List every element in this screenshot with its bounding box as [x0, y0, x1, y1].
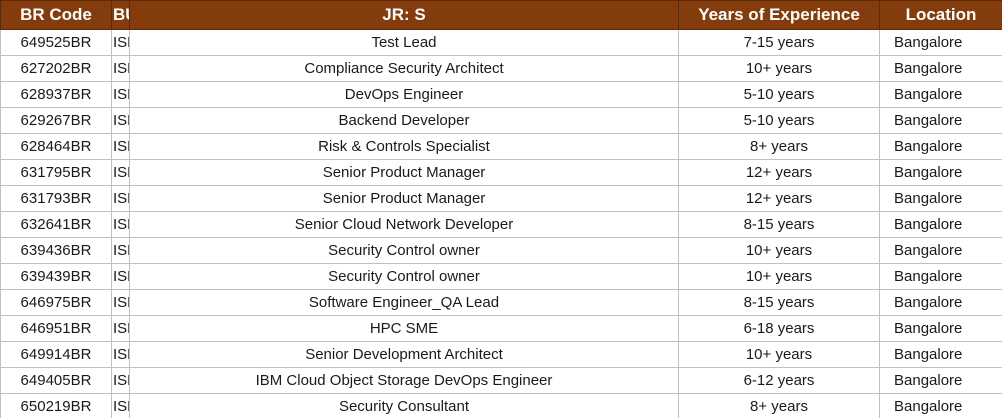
location-cell[interactable]: Bangalore — [879, 289, 1002, 316]
job-role-cell[interactable]: Security Control owner — [129, 263, 679, 290]
experience-cell[interactable]: 10+ years — [678, 55, 880, 82]
table-row: 632641BRISLSenior Cloud Network Develope… — [0, 211, 1002, 238]
job-role-cell[interactable]: Senior Product Manager — [129, 159, 679, 186]
location-cell[interactable]: Bangalore — [879, 185, 1002, 212]
table-row: 649914BRISLSenior Development Architect1… — [0, 341, 1002, 368]
experience-cell[interactable]: 8+ years — [678, 133, 880, 160]
br-code-cell[interactable]: 628937BR — [0, 81, 112, 108]
job-role-cell[interactable]: Senior Cloud Network Developer — [129, 211, 679, 238]
bu-cell[interactable]: ISL — [111, 341, 130, 368]
column-header-jr[interactable]: JR: S — [129, 0, 679, 30]
bu-cell[interactable]: ISL — [111, 315, 130, 342]
experience-cell[interactable]: 5-10 years — [678, 107, 880, 134]
location-cell[interactable]: Bangalore — [879, 81, 1002, 108]
job-role-cell[interactable]: DevOps Engineer — [129, 81, 679, 108]
experience-cell[interactable]: 10+ years — [678, 237, 880, 264]
br-code-cell[interactable]: 627202BR — [0, 55, 112, 82]
bu-cell[interactable]: ISL — [111, 211, 130, 238]
job-role-cell[interactable]: Compliance Security Architect — [129, 55, 679, 82]
column-header-location[interactable]: Location — [879, 0, 1002, 30]
bu-cell[interactable]: ISL — [111, 237, 130, 264]
bu-cell[interactable]: ISL — [111, 289, 130, 316]
location-cell[interactable]: Bangalore — [879, 133, 1002, 160]
location-cell[interactable]: Bangalore — [879, 107, 1002, 134]
table-row: 627202BRISLCompliance Security Architect… — [0, 55, 1002, 82]
job-role-cell[interactable]: Senior Development Architect — [129, 341, 679, 368]
br-code-cell[interactable]: 639439BR — [0, 263, 112, 290]
bu-cell[interactable]: ISL — [111, 367, 130, 394]
location-cell[interactable]: Bangalore — [879, 211, 1002, 238]
experience-cell[interactable]: 8-15 years — [678, 211, 880, 238]
experience-cell[interactable]: 12+ years — [678, 185, 880, 212]
column-header-br-code[interactable]: BR Code — [0, 0, 112, 30]
location-cell[interactable]: Bangalore — [879, 159, 1002, 186]
br-code-cell[interactable]: 649405BR — [0, 367, 112, 394]
br-code-cell[interactable]: 639436BR — [0, 237, 112, 264]
bu-cell[interactable]: ISL — [111, 185, 130, 212]
location-cell[interactable]: Bangalore — [879, 29, 1002, 56]
location-cell[interactable]: Bangalore — [879, 315, 1002, 342]
br-code-cell[interactable]: 646975BR — [0, 289, 112, 316]
bu-cell[interactable]: ISL — [111, 29, 130, 56]
bu-cell[interactable]: ISL — [111, 107, 130, 134]
br-code-cell[interactable]: 649525BR — [0, 29, 112, 56]
bu-cell[interactable]: ISL — [111, 159, 130, 186]
experience-cell[interactable]: 7-15 years — [678, 29, 880, 56]
job-role-cell[interactable]: Test Lead — [129, 29, 679, 56]
bu-cell[interactable]: ISL — [111, 55, 130, 82]
job-role-cell[interactable]: IBM Cloud Object Storage DevOps Engineer — [129, 367, 679, 394]
bu-cell[interactable]: ISL — [111, 263, 130, 290]
experience-cell[interactable]: 10+ years — [678, 341, 880, 368]
job-role-cell[interactable]: Senior Product Manager — [129, 185, 679, 212]
br-code-cell[interactable]: 631795BR — [0, 159, 112, 186]
br-code-cell[interactable]: 649914BR — [0, 341, 112, 368]
experience-cell[interactable]: 5-10 years — [678, 81, 880, 108]
experience-cell[interactable]: 12+ years — [678, 159, 880, 186]
br-code-cell[interactable]: 650219BR — [0, 393, 112, 418]
column-header-bu[interactable]: BU — [111, 0, 130, 30]
experience-cell[interactable]: 6-18 years — [678, 315, 880, 342]
location-cell[interactable]: Bangalore — [879, 263, 1002, 290]
bu-cell[interactable]: ISL — [111, 393, 130, 418]
br-code-cell[interactable]: 646951BR — [0, 315, 112, 342]
experience-cell[interactable]: 10+ years — [678, 263, 880, 290]
job-role-cell[interactable]: Security Consultant — [129, 393, 679, 418]
br-code-cell[interactable]: 632641BR — [0, 211, 112, 238]
experience-cell[interactable]: 6-12 years — [678, 367, 880, 394]
table-row: 649405BRISLIBM Cloud Object Storage DevO… — [0, 367, 1002, 394]
bu-cell[interactable]: ISL — [111, 133, 130, 160]
location-cell[interactable]: Bangalore — [879, 237, 1002, 264]
location-cell[interactable]: Bangalore — [879, 367, 1002, 394]
job-role-cell[interactable]: Risk & Controls Specialist — [129, 133, 679, 160]
column-header-years-of-experience[interactable]: Years of Experience — [678, 0, 880, 30]
job-role-cell[interactable]: Backend Developer — [129, 107, 679, 134]
br-code-cell[interactable]: 629267BR — [0, 107, 112, 134]
table-row: 628464BRISLRisk & Controls Specialist8+ … — [0, 133, 1002, 160]
location-cell[interactable]: Bangalore — [879, 393, 1002, 418]
location-cell[interactable]: Bangalore — [879, 55, 1002, 82]
bu-cell[interactable]: ISL — [111, 81, 130, 108]
job-role-cell[interactable]: Security Control owner — [129, 237, 679, 264]
br-code-cell[interactable]: 631793BR — [0, 185, 112, 212]
job-role-cell[interactable]: HPC SME — [129, 315, 679, 342]
br-code-cell[interactable]: 628464BR — [0, 133, 112, 160]
experience-cell[interactable]: 8+ years — [678, 393, 880, 418]
header-row: BR Code BU JR: S Years of Experience Loc… — [0, 0, 1002, 30]
location-cell[interactable]: Bangalore — [879, 341, 1002, 368]
experience-cell[interactable]: 8-15 years — [678, 289, 880, 316]
job-role-cell[interactable]: Software Engineer_QA Lead — [129, 289, 679, 316]
table-row: 646975BRISLSoftware Engineer_QA Lead8-15… — [0, 289, 1002, 316]
